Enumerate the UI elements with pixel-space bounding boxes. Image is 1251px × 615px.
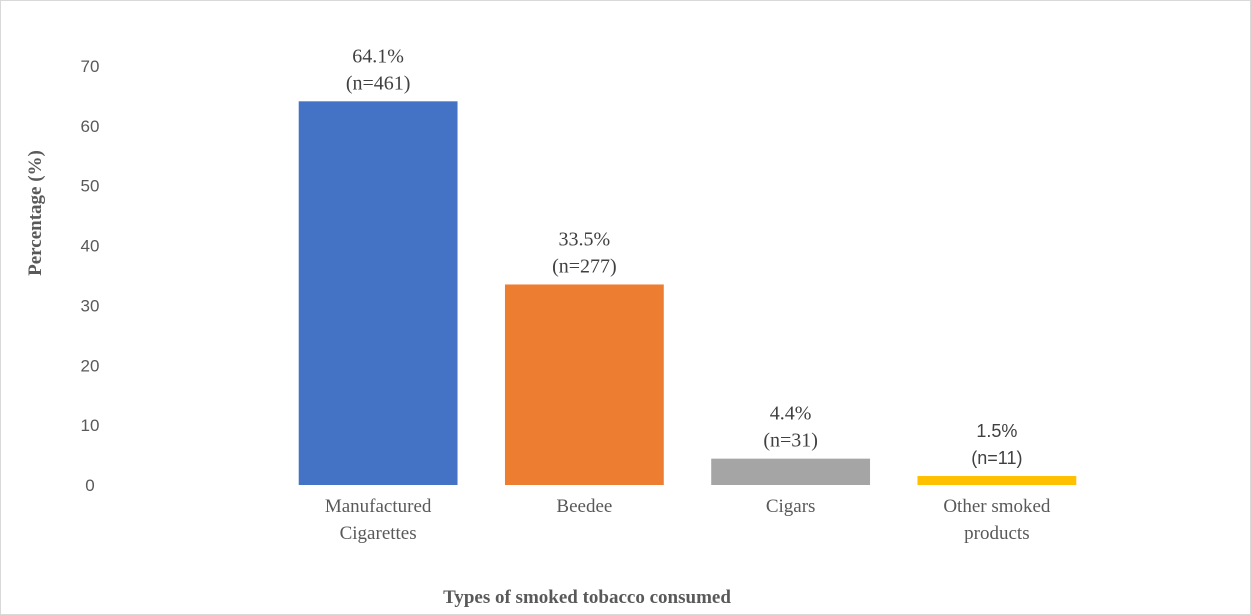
- data-label: (n=11): [971, 448, 1022, 468]
- category-labels: Manufactured Cigarettes Beedee Cigars Other …: [325, 496, 1051, 544]
- y-tick-label: 70: [81, 57, 100, 76]
- y-tick-label: 40: [81, 237, 100, 256]
- category-label: Other smoked: [943, 496, 1051, 517]
- x-axis-title: Types of smoked tobacco consumed: [443, 587, 731, 608]
- y-tick-label: 30: [81, 296, 100, 315]
- data-label: (n=277): [552, 255, 617, 277]
- category-label: Manufactured: [325, 496, 432, 517]
- bar: [917, 476, 1077, 485]
- bars: [298, 101, 1077, 486]
- y-axis-ticks: 0 10 20 30 40 50 60 70: [81, 57, 100, 495]
- bar: [298, 101, 458, 486]
- category-label: products: [964, 523, 1029, 544]
- y-axis-title: Percentage (%): [25, 150, 46, 276]
- y-tick-label: 60: [81, 117, 100, 136]
- bar: [711, 458, 871, 485]
- data-label: (n=461): [346, 72, 411, 94]
- data-label: 33.5%: [559, 228, 611, 250]
- data-labels: 64.1% (n=461) 33.5% (n=277) 4.4% (n=31) 1.5% (n…: [346, 45, 1023, 468]
- y-tick-label: 0: [85, 476, 94, 495]
- data-label: (n=31): [763, 430, 818, 452]
- y-tick-label: 20: [81, 356, 100, 375]
- bar: [504, 284, 664, 485]
- category-label: Cigarettes: [340, 523, 417, 544]
- y-tick-label: 10: [81, 416, 100, 435]
- category-label: Cigars: [766, 496, 816, 517]
- data-label: 4.4%: [770, 403, 812, 425]
- category-label: Beedee: [556, 496, 612, 517]
- y-tick-label: 50: [81, 177, 100, 196]
- data-label: 1.5%: [976, 421, 1017, 441]
- data-label: 64.1%: [352, 45, 404, 67]
